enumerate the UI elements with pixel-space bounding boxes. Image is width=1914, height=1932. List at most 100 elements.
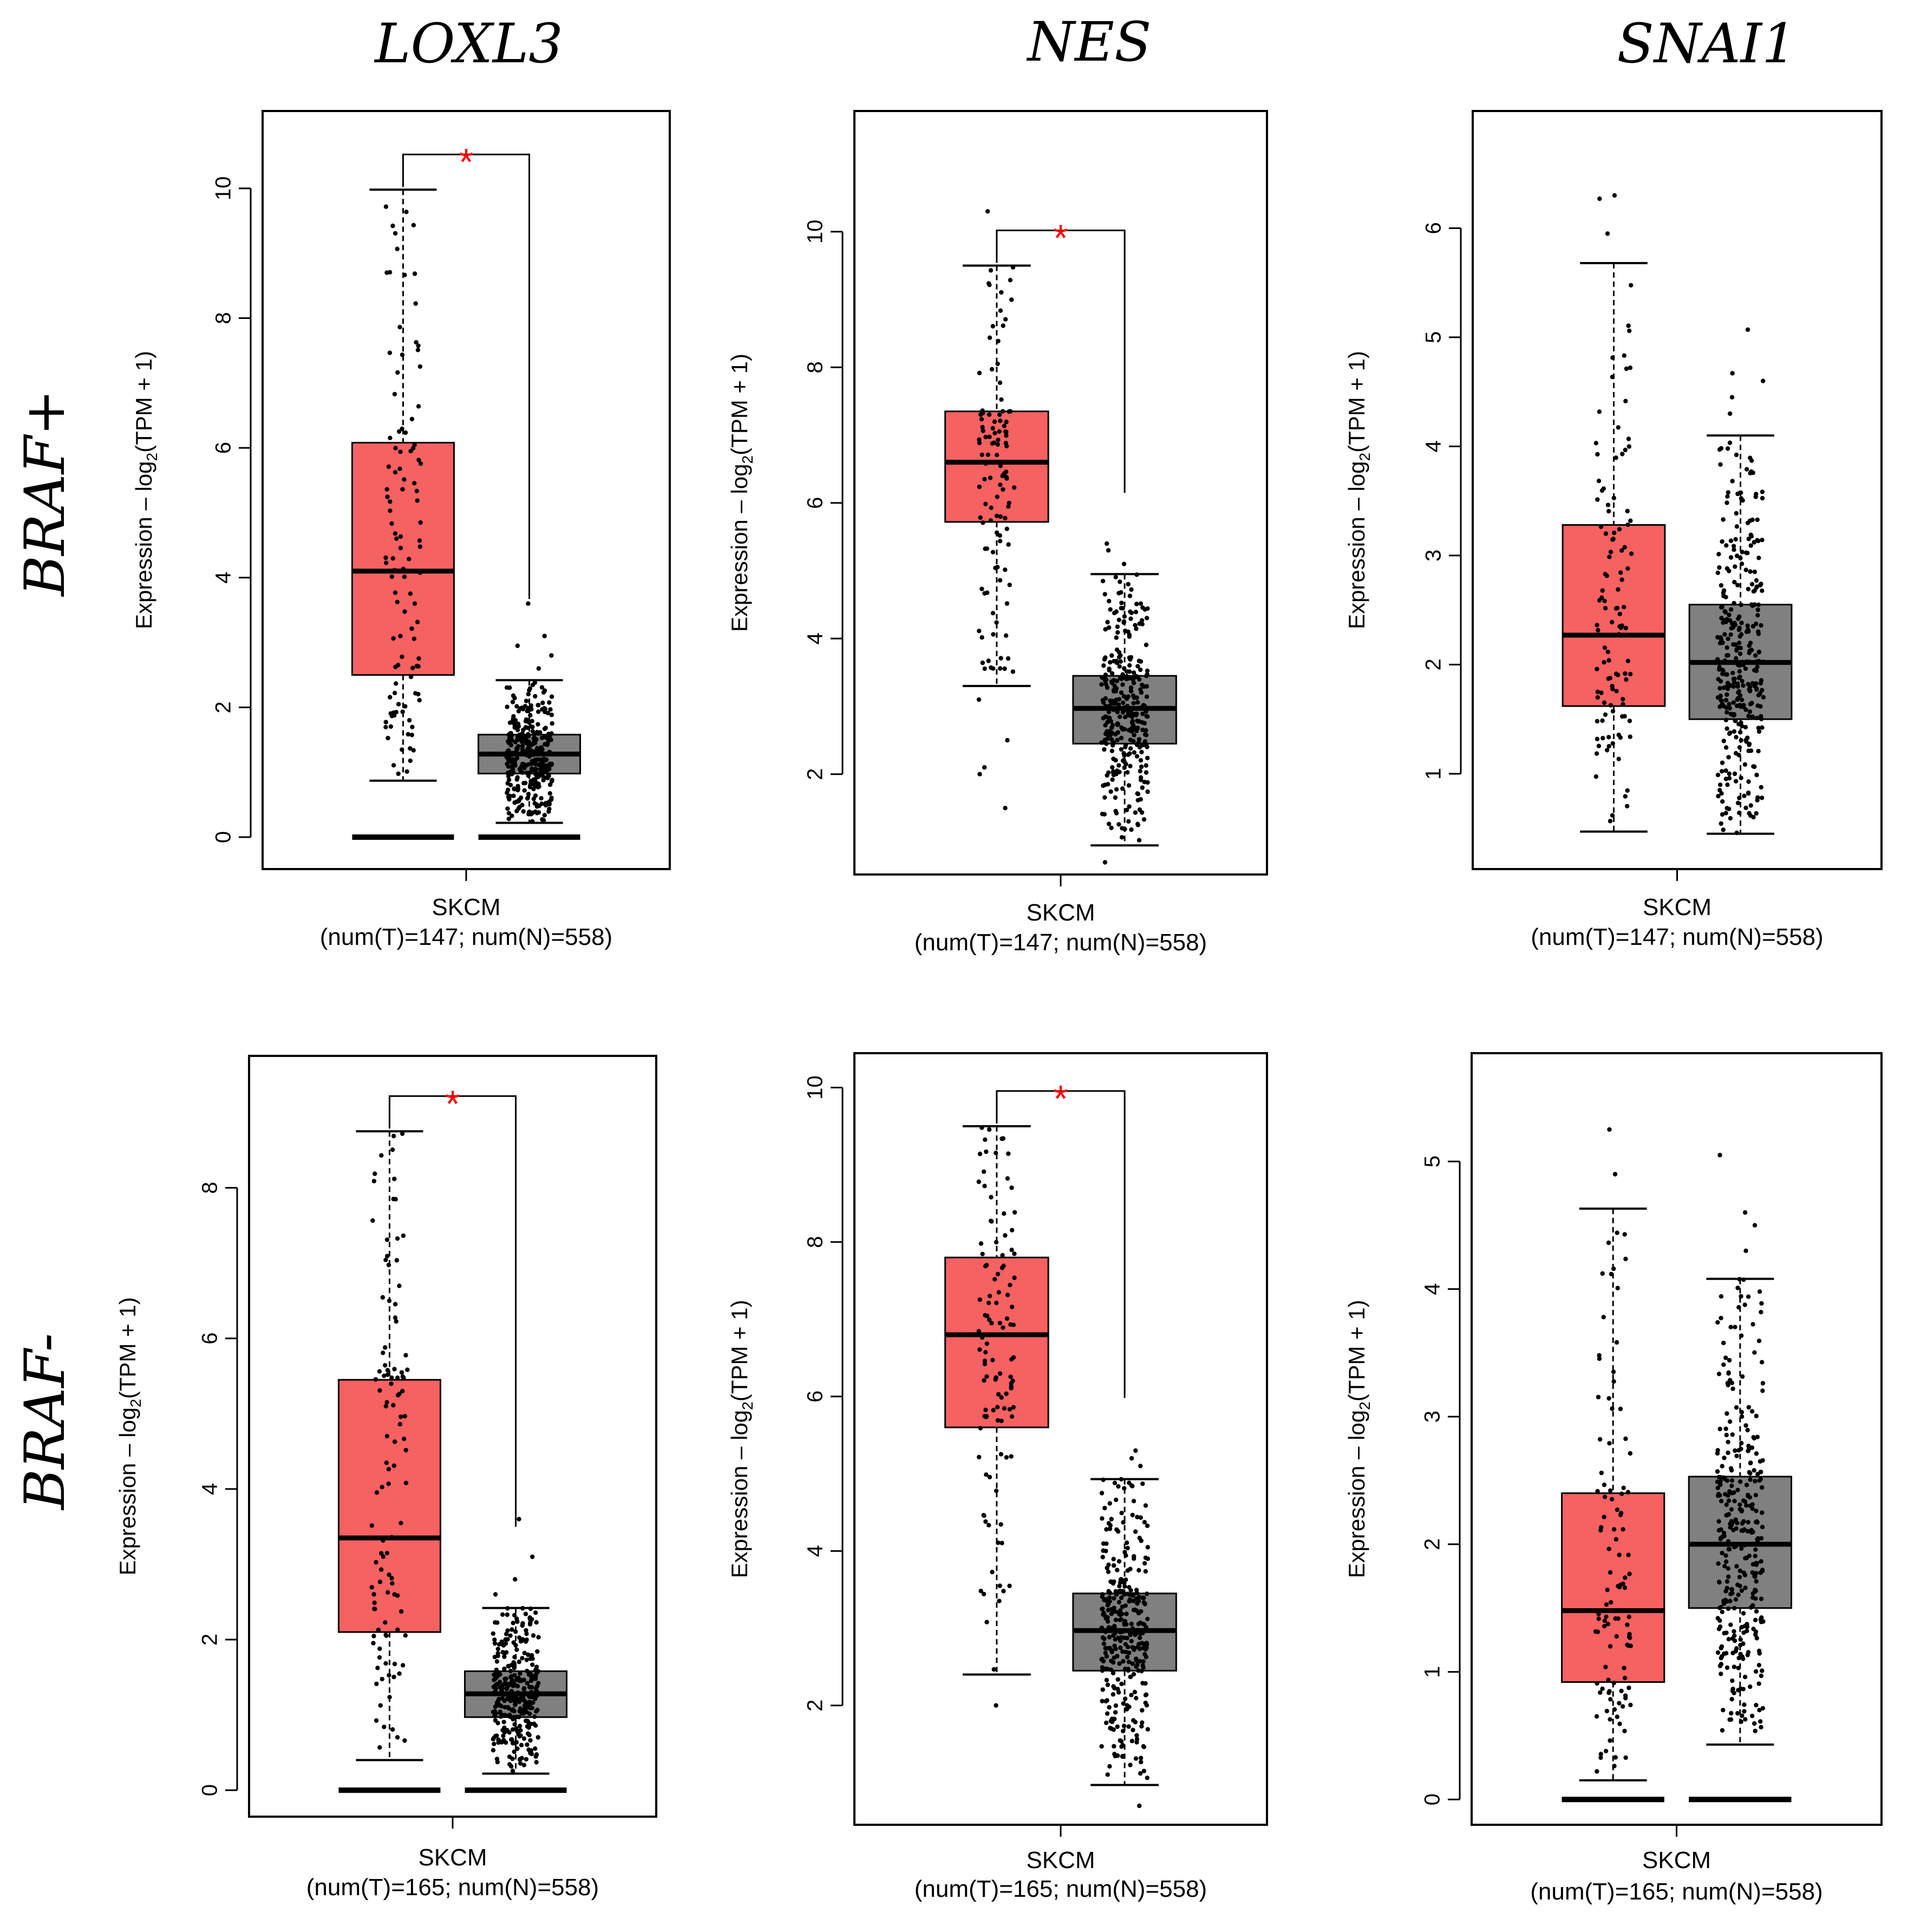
normal-point	[532, 1695, 537, 1700]
tumor-point	[996, 1290, 1002, 1295]
normal-point	[1109, 748, 1115, 754]
normal-point	[1735, 697, 1740, 702]
normal-point	[500, 1696, 505, 1701]
normal-point	[1125, 669, 1129, 674]
normal-point	[1128, 1588, 1133, 1593]
normal-point	[1138, 601, 1144, 606]
normal-point	[1139, 764, 1144, 769]
tumor-point	[1617, 1721, 1622, 1726]
tumor-point	[1625, 1622, 1630, 1627]
tumor-point	[979, 417, 984, 422]
column-title-loxl3: LOXL3	[374, 12, 563, 75]
normal-point	[1130, 1661, 1135, 1666]
normal-point	[1727, 771, 1732, 776]
tumor-point	[984, 1263, 989, 1268]
normal-point	[1723, 672, 1729, 677]
normal-point	[1745, 1628, 1749, 1634]
normal-point	[526, 745, 531, 749]
tumor-point	[1001, 487, 1005, 492]
normal-point	[1118, 714, 1122, 719]
tumor-point	[382, 1725, 387, 1729]
tumor-point	[383, 204, 389, 209]
tumor-point	[983, 546, 988, 551]
normal-point	[1145, 672, 1149, 677]
normal-point	[1110, 1670, 1116, 1676]
normal-point	[511, 693, 516, 698]
normal-point	[519, 1742, 524, 1747]
tumor-point	[1623, 671, 1628, 676]
tumor-point	[1605, 231, 1610, 236]
tumor-point	[415, 619, 420, 625]
normal-point	[1729, 1483, 1734, 1489]
tumor-point	[408, 746, 413, 751]
normal-point	[1748, 1684, 1753, 1689]
tumor-point	[396, 771, 401, 776]
normal-point	[515, 1683, 520, 1689]
normal-point	[1750, 1603, 1755, 1608]
y-label-subscript: 2	[739, 1401, 756, 1410]
tumor-point	[979, 635, 984, 640]
normal-point	[1102, 592, 1107, 597]
normal-point	[514, 808, 519, 814]
normal-point	[1759, 1725, 1763, 1729]
tumor-point	[402, 272, 407, 277]
normal-point	[1133, 1529, 1138, 1534]
y-tick-label-2-3: 3	[1422, 550, 1446, 562]
tumor-point	[375, 1666, 380, 1670]
tumor-point	[383, 720, 388, 724]
normal-point	[1739, 1441, 1744, 1446]
tumor-point	[990, 550, 996, 554]
normal-point	[1743, 1556, 1748, 1561]
tumor-point	[1606, 676, 1611, 681]
normal-point	[1101, 1610, 1106, 1615]
tumor-point	[988, 268, 994, 273]
normal-point	[507, 793, 513, 799]
tumor-point	[985, 590, 990, 595]
normal-point	[1107, 1764, 1112, 1769]
normal-point	[1118, 654, 1123, 658]
normal-point	[1119, 590, 1123, 595]
normal-point	[1717, 1618, 1722, 1623]
normal-point	[1133, 810, 1138, 815]
tumor-point	[995, 1418, 1001, 1423]
tumor-point	[1007, 409, 1011, 414]
normal-point	[510, 1768, 515, 1773]
tumor-point	[1615, 1714, 1619, 1719]
normal-point	[536, 1635, 541, 1640]
normal-point	[1761, 695, 1766, 700]
normal-point	[1126, 783, 1132, 788]
normal-point	[1102, 812, 1107, 817]
tumor-point	[1598, 1755, 1603, 1760]
tumor-point	[981, 1169, 987, 1174]
normal-point	[1126, 1660, 1132, 1665]
normal-point	[1720, 1464, 1724, 1468]
tumor-point	[388, 499, 393, 504]
tumor-point	[1610, 813, 1615, 818]
normal-point	[1735, 1582, 1740, 1587]
normal-point	[1116, 1600, 1122, 1605]
normal-point	[1760, 588, 1765, 593]
normal-point	[1142, 721, 1147, 726]
normal-point	[511, 1621, 515, 1626]
tumor-point	[1009, 1185, 1014, 1190]
tumor-point	[1626, 444, 1631, 449]
normal-point	[1733, 537, 1738, 542]
normal-point	[510, 1727, 515, 1732]
normal-point	[1753, 1479, 1758, 1484]
tumor-point	[1004, 475, 1009, 480]
normal-point	[1134, 626, 1139, 631]
tumor-point	[1608, 550, 1613, 554]
tumor-point	[977, 440, 982, 446]
normal-point	[1134, 754, 1140, 759]
normal-point	[1107, 668, 1112, 673]
normal-point	[1139, 1759, 1144, 1765]
normal-point	[1733, 1448, 1737, 1453]
tumor-point	[987, 1474, 992, 1480]
tumor-point	[1597, 1437, 1603, 1442]
normal-point	[1100, 1516, 1105, 1521]
normal-point	[520, 1605, 525, 1611]
normal-point	[1718, 462, 1723, 467]
normal-point	[531, 1633, 536, 1638]
tumor-point	[1004, 429, 1009, 434]
